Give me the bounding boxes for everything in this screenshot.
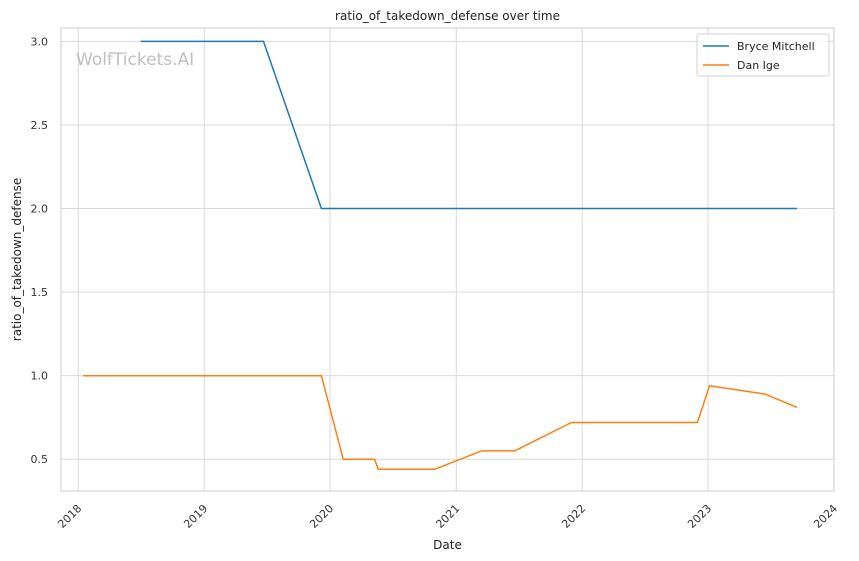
legend-label: Bryce Mitchell (737, 40, 815, 53)
x-tick-label: 2023 (685, 502, 714, 531)
x-tick-label: 2021 (433, 502, 462, 531)
x-axis-title: Date (433, 538, 462, 552)
chart-title: ratio_of_takedown_defense over time (335, 9, 560, 23)
y-tick-label: 2.5 (31, 119, 49, 132)
x-tick-label: 2020 (307, 502, 336, 531)
x-tick-label: 2024 (811, 502, 840, 531)
legend-label: Dan Ige (737, 59, 780, 72)
x-tick-label: 2018 (55, 502, 84, 531)
y-axis-title: ratio_of_takedown_defense (10, 178, 24, 341)
y-tick-label: 1.5 (31, 286, 49, 299)
series-line (140, 40, 798, 210)
axis-ticks: 0.5 1.0 1.5 2.0 2.5 3.0 2018 2019 2020 2021 2022 20… (31, 35, 841, 531)
y-tick-label: 1.0 (31, 370, 49, 383)
y-tick-label: 3.0 (31, 35, 49, 48)
watermark: WolfTickets.AI (76, 50, 194, 70)
x-tick-label: 2019 (181, 502, 210, 531)
series-line (83, 374, 798, 471)
grid (61, 28, 835, 491)
legend: Bryce Mitchell Dan Ige (696, 33, 830, 77)
series-lines (83, 40, 798, 471)
x-tick-label: 2022 (559, 502, 588, 531)
plot-area-frame (60, 27, 835, 492)
legend-box (696, 33, 830, 77)
y-tick-label: 2.0 (31, 203, 49, 216)
y-tick-label: 0.5 (31, 453, 49, 466)
